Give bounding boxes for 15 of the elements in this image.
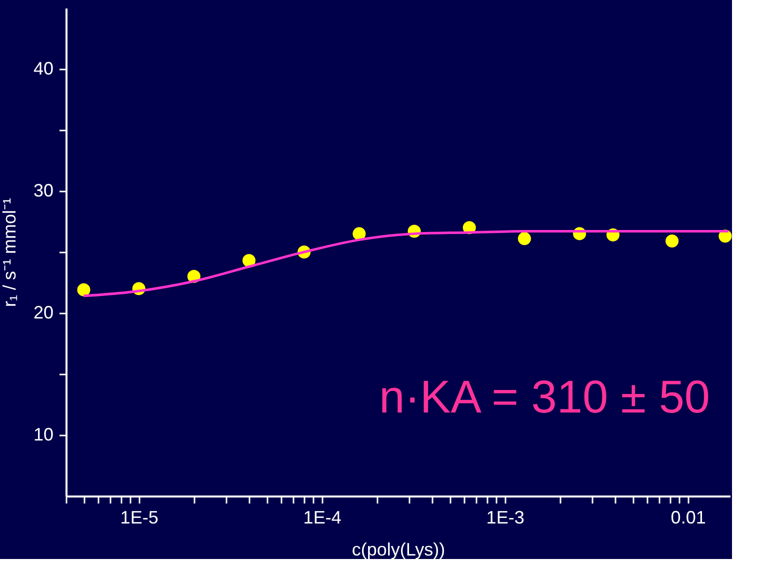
x-tick-label: 1E-5 bbox=[120, 508, 158, 528]
y-tick-label: 20 bbox=[33, 302, 54, 322]
y-tick-label: 10 bbox=[33, 424, 54, 444]
point bbox=[352, 227, 366, 240]
point bbox=[518, 232, 531, 246]
x-axis-title: c(poly(Lys)) bbox=[352, 540, 446, 560]
x-tick-label: 1E-3 bbox=[486, 508, 524, 528]
point bbox=[77, 283, 90, 296]
y-tick-label: 30 bbox=[33, 180, 54, 200]
y-axis-title: r₁ / s⁻¹ mmol⁻¹ bbox=[0, 198, 20, 308]
x-tick-label: 1E-4 bbox=[303, 508, 342, 528]
annotation: n·KA = 310 ± 50 bbox=[379, 370, 710, 422]
x-tick-label: 0.01 bbox=[670, 508, 706, 528]
y-tick-label: 40 bbox=[33, 58, 54, 78]
point bbox=[242, 254, 256, 268]
